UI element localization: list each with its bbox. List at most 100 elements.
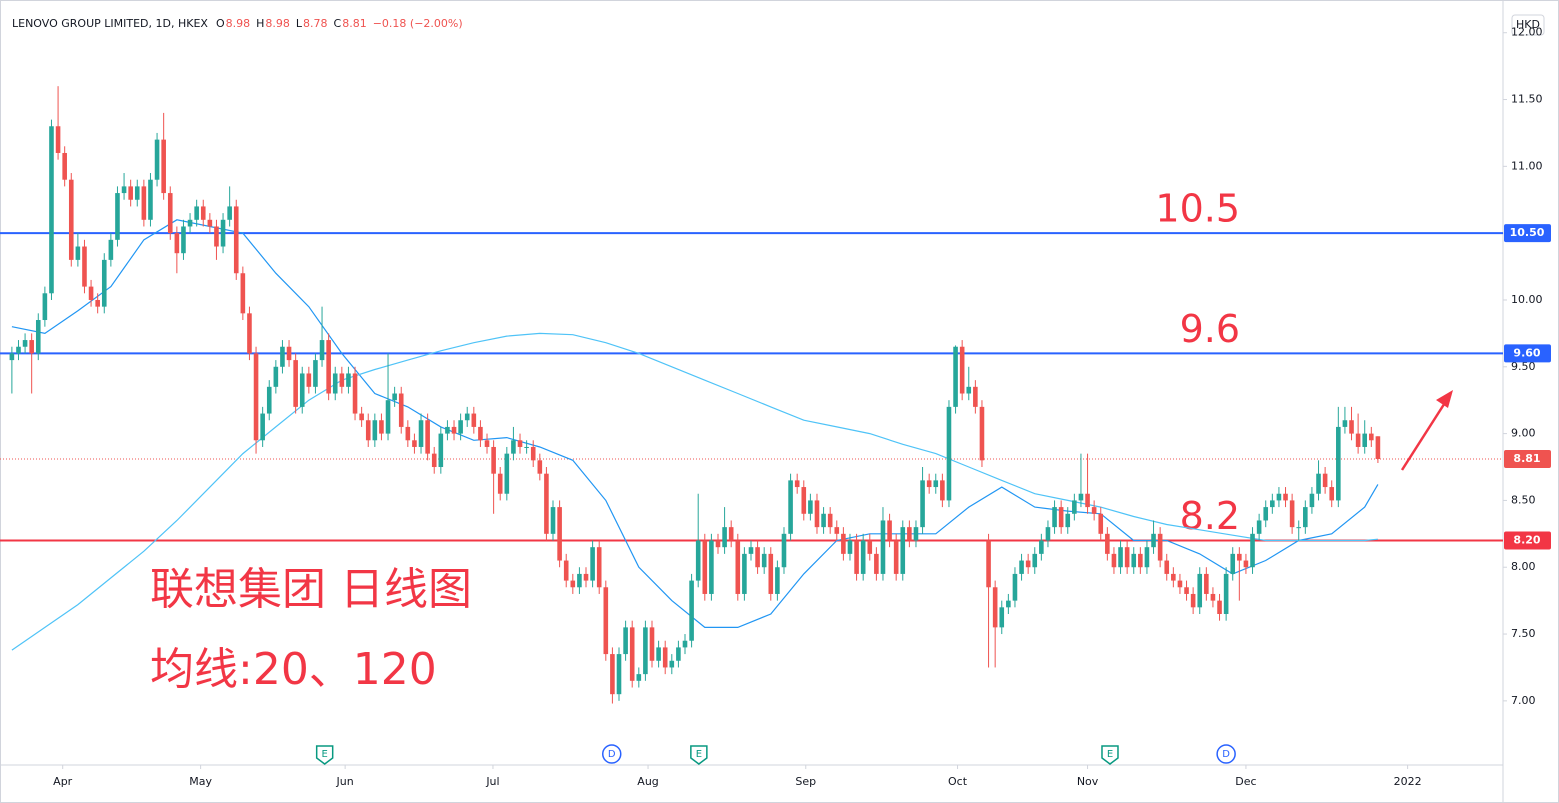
candle-body (121, 186, 127, 194)
candle-body (352, 373, 358, 414)
currency-badge[interactable] (1511, 14, 1545, 36)
candle-body (966, 386, 972, 394)
candle-body (715, 540, 721, 548)
candle-body (365, 420, 371, 441)
candle-body (339, 373, 345, 387)
candle-body (167, 193, 173, 234)
moving-average (11, 219, 1379, 628)
candle-body (867, 540, 873, 554)
candle-body (1124, 547, 1130, 568)
x-tick-label: Apr (53, 775, 73, 788)
candle-body (1032, 553, 1038, 568)
event-marker[interactable]: E (315, 745, 334, 765)
candle-body (992, 587, 998, 628)
candle-body (1164, 560, 1170, 574)
candle-body (108, 239, 114, 260)
candle-body (907, 527, 912, 541)
event-label: D (1222, 749, 1230, 760)
candle-body (1230, 553, 1236, 574)
candle-body (445, 426, 450, 434)
price-badge (1504, 449, 1551, 468)
y-tick-label: 12.00 (1511, 26, 1543, 39)
x-tick-label: Dec (1235, 775, 1256, 788)
candle-body (266, 386, 272, 414)
ohlc-key: H (256, 17, 264, 30)
candle-body (101, 259, 107, 307)
candle-body (29, 340, 34, 354)
candle-body (1025, 560, 1031, 568)
candle-body (728, 527, 734, 541)
candle-body (1256, 520, 1262, 534)
candle-body (709, 540, 714, 594)
candle-body (748, 547, 754, 554)
event-icon (1216, 744, 1236, 764)
candle-body (583, 573, 589, 581)
candle-body (1217, 600, 1222, 614)
event-label: E (696, 749, 702, 760)
candle-body (42, 293, 48, 321)
ohlc-value: 8.78 (303, 17, 328, 30)
candle-body (854, 540, 859, 574)
candle-body (280, 346, 285, 367)
candle-body (425, 420, 430, 454)
candle-body (1039, 540, 1044, 554)
candle-body (669, 660, 675, 668)
y-tick-label: 7.00 (1511, 694, 1536, 707)
candle-body (385, 400, 391, 434)
candle-body (187, 219, 193, 227)
currency: HKD (1516, 18, 1540, 31)
candle-body (860, 540, 866, 574)
candle-body (596, 547, 602, 588)
candle-body (233, 206, 239, 274)
candle-body (161, 139, 166, 194)
candle-body (504, 453, 510, 494)
candle-body (154, 139, 160, 180)
candle-body (1058, 507, 1064, 528)
event-marker[interactable]: D (601, 744, 622, 764)
candle-body (761, 553, 767, 568)
candle-body (431, 453, 437, 468)
arrow-shaft (1400, 397, 1450, 471)
symbol-title: LENOVO GROUP LIMITED, 1D, HKEX (12, 17, 208, 30)
candle-body (603, 587, 609, 655)
candle-body (1065, 513, 1071, 528)
event-marker[interactable]: E (690, 745, 708, 765)
candle-body (458, 420, 463, 434)
candle-body (900, 527, 906, 574)
candle-body (689, 580, 694, 641)
candle-body (629, 627, 635, 681)
candle-body (1197, 573, 1203, 608)
ohlc-key: L (296, 17, 303, 30)
candle-body (95, 299, 100, 307)
x-tick-label: Aug (637, 775, 658, 788)
candle-body (286, 346, 292, 361)
candle-body (893, 540, 899, 574)
candle-body (9, 353, 15, 361)
candle-body (478, 426, 483, 441)
candle-body (194, 206, 199, 220)
candle-body (141, 186, 147, 220)
candle-body (392, 393, 397, 401)
candle-body (1019, 560, 1024, 574)
ohlc-key: O (216, 17, 225, 30)
candle-body (999, 607, 1005, 628)
candle-body (834, 527, 840, 534)
candle-body (405, 426, 411, 441)
event-marker[interactable]: D (1216, 744, 1236, 764)
candle-body (1052, 507, 1057, 528)
event-marker[interactable]: E (1101, 745, 1119, 765)
candle-body (517, 440, 523, 447)
candle-body (511, 440, 516, 454)
candle-body (926, 480, 932, 488)
level-note: 10.5 (1155, 187, 1240, 231)
candle-body (68, 179, 74, 260)
x-tick-label: 2022 (1394, 775, 1422, 788)
candle-body (319, 340, 325, 361)
level-note: 9.6 (1180, 307, 1240, 351)
candle-body (1296, 527, 1302, 529)
candle-body (590, 547, 595, 581)
price-badge-label: 8.20 (1513, 534, 1540, 547)
x-tick-label: Jul (485, 775, 499, 788)
